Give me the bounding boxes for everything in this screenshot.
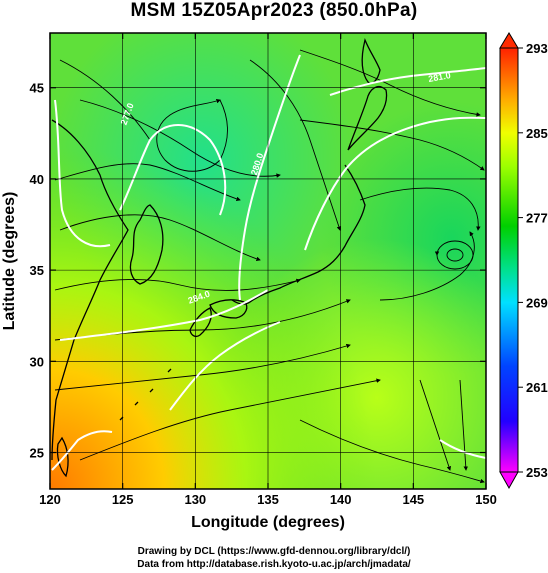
- coastlines: [51, 37, 388, 478]
- colorbar: 253 261 269 277 285 293: [499, 32, 548, 490]
- wind-streamlines: [54, 49, 485, 484]
- colorbar-top-triangle: [499, 32, 519, 49]
- x-axis-label: Longitude (degrees): [191, 514, 345, 531]
- colorbar-body: [499, 47, 519, 473]
- colorbar-tick-label: 261: [526, 380, 548, 395]
- x-tick-label: 145: [402, 492, 424, 507]
- x-tick-label: 140: [330, 492, 352, 507]
- x-tick-label: 125: [112, 492, 134, 507]
- axes-ticks: 120 125 130 135 140 145 150 25 30 35 40 45: [30, 33, 497, 507]
- map-title: MSM 15Z05Apr2023 (850.0hPa): [130, 0, 418, 21]
- contour-label: 281.0: [428, 70, 452, 84]
- colorbar-ticks: 253 261 269 277 285 293: [518, 41, 548, 480]
- y-tick-label: 45: [30, 81, 44, 96]
- y-tick-label: 40: [30, 172, 44, 187]
- colorbar-tick-label: 269: [526, 295, 548, 310]
- x-tick-label: 120: [39, 492, 61, 507]
- x-tick-label: 150: [475, 492, 497, 507]
- credit-drawing: Drawing by DCL (https://www.gfd-dennou.o…: [137, 546, 411, 557]
- x-tick-label: 135: [257, 492, 279, 507]
- colorbar-tick-label: 293: [526, 41, 548, 56]
- y-tick-label: 25: [30, 446, 44, 461]
- colorbar-tick-label: 277: [526, 211, 548, 226]
- colorbar-tick-label: 253: [526, 465, 548, 480]
- y-axis-label: Latitude (degrees): [1, 192, 18, 331]
- colorbar-bottom-triangle: [499, 471, 519, 490]
- credit-data: Data from http://database.rish.kyoto-u.a…: [137, 559, 411, 570]
- x-tick-label: 130: [184, 492, 206, 507]
- y-tick-label: 30: [30, 354, 44, 369]
- colorbar-tick-label: 285: [526, 126, 548, 141]
- isotherm-contours: [51, 54, 486, 471]
- y-tick-label: 35: [30, 263, 44, 278]
